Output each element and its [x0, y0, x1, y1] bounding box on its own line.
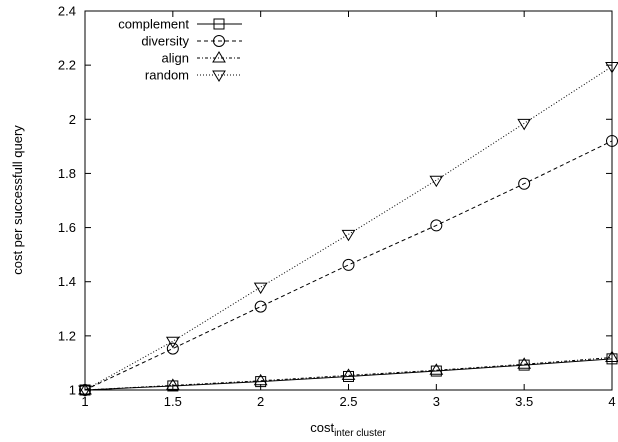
series-align: [78, 350, 618, 395]
data-point-diversity: [430, 219, 443, 232]
x-axis-title-subscript: inter cluster: [334, 428, 386, 439]
legend-item-random: random: [145, 68, 242, 83]
data-point-align: [78, 383, 92, 395]
legend-marker-complement: [213, 18, 225, 30]
data-point-random: [429, 175, 444, 188]
x-axis-title-main: cost: [310, 420, 334, 435]
data-point-complement: [343, 370, 354, 382]
x-tick-label: 4: [608, 394, 615, 409]
y-axis: 1 1.2 1.4 1.6 1.8 2 2.2 2.4: [58, 4, 612, 398]
data-point-random: [78, 385, 92, 397]
legend-label: diversity: [141, 34, 189, 49]
data-point-align: [429, 363, 444, 375]
series-line-diversity: [84, 140, 613, 391]
data-point-random: [341, 229, 356, 242]
x-tick-label: 3.5: [515, 394, 533, 409]
y-tick-label: 1: [69, 383, 76, 398]
y-tick-label: 1.2: [58, 328, 76, 343]
data-point-random: [605, 61, 618, 74]
legend-item-align: align: [162, 51, 242, 66]
legend-item-complement: complement: [118, 17, 242, 32]
y-tick-label: 2: [69, 112, 76, 127]
data-point-random: [517, 118, 532, 131]
data-point-diversity: [518, 177, 531, 190]
series-diversity: [79, 134, 618, 396]
legend-label: align: [162, 51, 189, 66]
y-tick-label: 2.4: [58, 4, 76, 19]
series-line-random: [84, 66, 613, 391]
x-axis-title: costinter cluster: [310, 420, 386, 439]
x-tick-label: 3: [433, 394, 440, 409]
legend-marker-diversity: [213, 35, 225, 47]
series-random: [78, 61, 618, 397]
x-tick-label: 1.5: [164, 394, 182, 409]
data-point-diversity: [166, 342, 179, 355]
y-tick-label: 1.4: [58, 274, 76, 289]
data-point-random: [253, 282, 268, 295]
data-point-complement: [606, 353, 618, 365]
data-point-random: [165, 336, 180, 349]
y-tick-label: 1.8: [58, 166, 76, 181]
x-axis: 1 1.5 2 2.5 3 3.5 4: [81, 11, 616, 409]
series-line-complement: [84, 358, 613, 391]
data-point-complement: [255, 376, 267, 388]
legend-label: complement: [118, 17, 189, 32]
y-axis-title: cost per successfull query: [10, 125, 25, 275]
x-tick-label: 2: [257, 394, 264, 409]
data-point-align: [341, 368, 356, 380]
x-tick-label: 1: [81, 394, 88, 409]
data-point-align: [253, 373, 268, 386]
legend-label: random: [145, 68, 189, 83]
legend-item-diversity: diversity: [141, 34, 242, 49]
legend-marker-align: [212, 51, 226, 63]
data-point-align: [517, 357, 532, 369]
data-point-diversity: [254, 300, 267, 313]
legend-marker-random: [212, 70, 226, 82]
x-tick-label: 2.5: [339, 394, 357, 409]
data-point-align: [605, 350, 618, 363]
legend: complement diversity align random: [118, 17, 242, 83]
data-point-align: [165, 378, 180, 390]
data-point-diversity: [342, 258, 355, 271]
series-layer: [78, 61, 618, 397]
y-tick-label: 1.6: [58, 220, 76, 235]
data-point-complement: [430, 365, 442, 377]
y-tick-label: 2.2: [58, 58, 76, 73]
